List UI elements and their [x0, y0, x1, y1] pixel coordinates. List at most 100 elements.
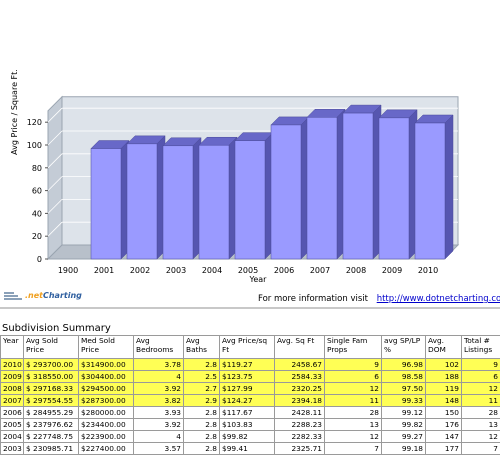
- x-tick-label: 2003: [166, 266, 186, 275]
- cell-total-listings: 9: [461, 358, 500, 371]
- cell-avg-price-sqft: $123.75: [219, 370, 275, 383]
- table-row: 2004 $ 227748.75 $223900.00 4 2.8 $99.82 2282.…: [0, 430, 500, 443]
- cell-med-sold-price: $287300.00: [78, 394, 134, 407]
- cell-avg-price-sqft: $103.83: [219, 418, 275, 431]
- more-info-text: For more information visit: [258, 294, 368, 304]
- cell-total-listings: 7: [461, 442, 500, 455]
- cell-avg-sqft: 2584.33: [274, 370, 325, 383]
- y-tick-label: 20: [32, 232, 42, 241]
- cell-avg-sold-price: $ 227748.75: [23, 430, 79, 443]
- cell-avg-sold-price: $ 293700.00: [23, 358, 79, 371]
- table-row: 2007 $ 297554.55 $287300.00 3.82 2.9 $124.27 2…: [0, 394, 500, 407]
- cell-avg-bedrooms: 4: [133, 430, 184, 443]
- cell-single-fam-props: 12: [324, 430, 382, 443]
- header-avg-price-sqft: Avg Price/sq Ft: [219, 335, 275, 359]
- cell-avg-sqft: 2288.23: [274, 418, 325, 431]
- cell-avg-bedrooms: 3.93: [133, 406, 184, 419]
- cell-avg-sp-lp: 99.82: [381, 418, 426, 431]
- cell-avg-dom: 177: [425, 442, 462, 455]
- y-tick-label: 40: [32, 209, 42, 218]
- cell-total-listings: 12: [461, 382, 500, 395]
- gridline-side: [47, 221, 63, 237]
- cell-avg-baths: 2.8: [183, 430, 220, 443]
- cell-avg-baths: 2.5: [183, 370, 220, 383]
- cell-avg-sold-price: $ 237976.62: [23, 418, 79, 431]
- cell-avg-dom: 147: [425, 430, 462, 443]
- logo-lines-icon: [4, 291, 22, 300]
- cell-avg-baths: 2.9: [183, 394, 220, 407]
- logo-net-text: .net: [25, 291, 43, 300]
- cell-avg-bedrooms: 3.92: [133, 418, 184, 431]
- cell-year: 2005: [0, 418, 24, 431]
- cell-avg-dom: 188: [425, 370, 462, 383]
- cell-year: 2009: [0, 370, 24, 383]
- header-avg-sp-lp: avg SP/LP %: [381, 335, 426, 359]
- cell-avg-sold-price: $ 284955.29: [23, 406, 79, 419]
- cell-year: 2003: [0, 442, 24, 455]
- cell-avg-sp-lp: 99.33: [381, 394, 426, 407]
- cell-total-listings: 6: [461, 370, 500, 383]
- cell-year: 2004: [0, 430, 24, 443]
- table-row: 2005 $ 237976.62 $234400.00 3.92 2.8 $103.83 2…: [0, 418, 500, 431]
- cell-single-fam-props: 9: [324, 358, 382, 371]
- cell-avg-sqft: 2320.25: [274, 382, 325, 395]
- dotnetcharting-link[interactable]: http://www.dotnetcharting.com: [376, 294, 500, 304]
- x-tick-label: 2009: [382, 266, 402, 275]
- header-avg-baths: Avg Baths: [183, 335, 220, 359]
- header-single-fam-props: Single Fam Props: [324, 335, 382, 359]
- logo-charting-text: Charting: [42, 291, 82, 300]
- y-tick-label: 60: [32, 187, 42, 196]
- cell-avg-price-sqft: $99.82: [219, 430, 275, 443]
- cell-single-fam-props: 12: [324, 382, 382, 395]
- cell-avg-baths: 2.8: [183, 418, 220, 431]
- table-row: 2008 $ 297168.33 $294500.00 3.92 2.7 $127.99 2…: [0, 382, 500, 395]
- bar: [378, 117, 410, 260]
- header-avg-bedrooms: Avg Bedrooms: [133, 335, 184, 359]
- bar: [414, 122, 446, 260]
- bar: [162, 145, 194, 260]
- bar: [126, 143, 158, 260]
- cell-avg-baths: 2.8: [183, 406, 220, 419]
- cell-avg-bedrooms: 3.57: [133, 442, 184, 455]
- header-year: Year: [0, 335, 24, 359]
- cell-avg-sp-lp: 99.12: [381, 406, 426, 419]
- cell-single-fam-props: 13: [324, 418, 382, 431]
- cell-avg-sold-price: $ 297168.33: [23, 382, 79, 395]
- cell-avg-bedrooms: 3.92: [133, 382, 184, 395]
- cell-year: 2008: [0, 382, 24, 395]
- cell-avg-price-sqft: $119.27: [219, 358, 275, 371]
- cell-avg-price-sqft: $124.27: [219, 394, 275, 407]
- cell-year: 2006: [0, 406, 24, 419]
- y-tick-label: 120: [27, 118, 42, 127]
- cell-avg-sp-lp: 99.27: [381, 430, 426, 443]
- table-row: 2010 $ 293700.00 $314900.00 3.78 2.8 $119.27 2…: [0, 358, 500, 371]
- cell-avg-sold-price: $ 297554.55: [23, 394, 79, 407]
- x-tick-label: 2004: [202, 266, 222, 275]
- gridline-side: [47, 176, 63, 191]
- bar: [198, 144, 230, 260]
- cell-avg-dom: 102: [425, 358, 462, 371]
- cell-avg-sqft: 2325.71: [274, 442, 325, 455]
- gridline-side: [47, 153, 63, 169]
- cell-avg-sold-price: $ 230985.71: [23, 442, 79, 455]
- subdivision-summary-table: Year Avg Sold Price Med Sold Price Avg B…: [0, 335, 500, 455]
- cell-med-sold-price: $294500.00: [78, 382, 134, 395]
- table-row: 2006 $ 284955.29 $280000.00 3.93 2.8 $117.67 2…: [0, 406, 500, 419]
- cell-med-sold-price: $234400.00: [78, 418, 134, 431]
- cell-avg-dom: 176: [425, 418, 462, 431]
- bar: [306, 117, 338, 260]
- cell-avg-dom: 150: [425, 406, 462, 419]
- footer-divider: [0, 307, 500, 309]
- y-tick-label: 80: [32, 164, 42, 173]
- cell-avg-price-sqft: $117.67: [219, 406, 275, 419]
- x-tick-label: 2007: [310, 266, 330, 275]
- cell-avg-sold-price: $ 318550.00: [23, 370, 79, 383]
- cell-avg-sqft: 2394.18: [274, 394, 325, 407]
- cell-year: 2007: [0, 394, 24, 407]
- y-tick-label: 0: [37, 255, 42, 264]
- cell-avg-sp-lp: 97.50: [381, 382, 426, 395]
- table-row: 2009 $ 318550.00 $304400.00 4 2.5 $123.75 2584…: [0, 370, 500, 383]
- gridline-side: [47, 199, 63, 214]
- cell-total-listings: 28: [461, 406, 500, 419]
- bar-chart: 0 20 40 60 80 100 120 1900 2001 2002 2003 2004 2005 2…: [10, 69, 460, 284]
